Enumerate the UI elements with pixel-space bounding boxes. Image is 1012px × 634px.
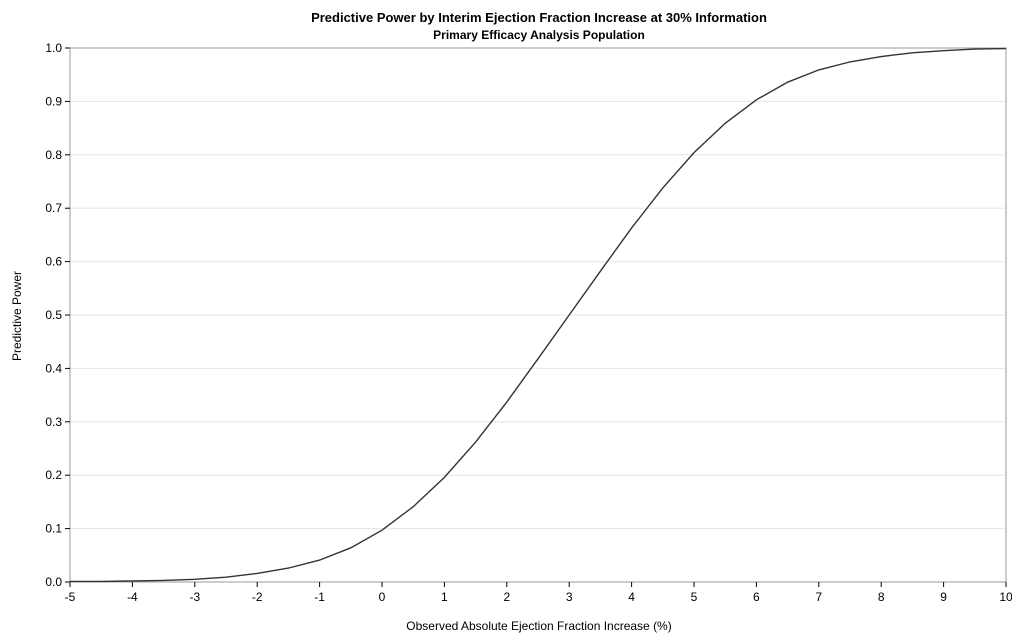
y-tick-label-5: 0.5 [45,308,62,322]
y-axis: 0.0 0.1 0.2 0.3 0.4 0.5 0.6 0.7 0.8 0.9 1.0 [45,41,70,589]
y-tick-label-6: 0.6 [45,255,62,269]
x-tick-label-7: 2 [503,590,510,604]
x-tick-label-1: -4 [127,590,138,604]
chart-subtitle: Primary Efficacy Analysis Population [433,28,645,42]
series-line-predictive-power [70,47,1007,583]
y-axis-label: Predictive Power [10,271,24,361]
y-tick-label-7: 0.7 [45,201,62,215]
y-tick-label-4: 0.4 [45,361,62,375]
x-tick-label-12: 7 [815,590,822,604]
x-tick-label-0: -5 [65,590,76,604]
x-tick-label-3: -2 [252,590,263,604]
x-tick-label-11: 6 [753,590,760,604]
x-axis-label: Observed Absolute Ejection Fraction Incr… [406,619,671,633]
y-tick-label-0: 0.0 [45,575,62,589]
x-tick-label-5: 0 [379,590,386,604]
x-tick-label-14: 9 [940,590,947,604]
x-tick-label-9: 4 [628,590,635,604]
x-tick-label-13: 8 [878,590,885,604]
y-tick-label-8: 0.8 [45,148,62,162]
y-tick-label-3: 0.3 [45,415,62,429]
y-tick-label-10: 1.0 [45,41,62,55]
y-tick-label-2: 0.2 [45,468,62,482]
x-axis: -5 -4 -3 -2 -1 0 1 2 3 4 5 6 7 8 9 10 [65,582,1012,604]
x-tick-label-10: 5 [691,590,698,604]
x-tick-label-4: -1 [314,590,325,604]
x-tick-label-8: 3 [566,590,573,604]
chart-title: Predictive Power by Interim Ejection Fra… [311,10,767,25]
x-tick-label-6: 1 [441,590,448,604]
y-tick-label-9: 0.9 [45,94,62,108]
y-tick-label-1: 0.1 [45,522,62,536]
x-tick-label-2: -3 [189,590,200,604]
x-tick-label-15: 10 [999,590,1012,604]
gridlines [70,100,1006,530]
